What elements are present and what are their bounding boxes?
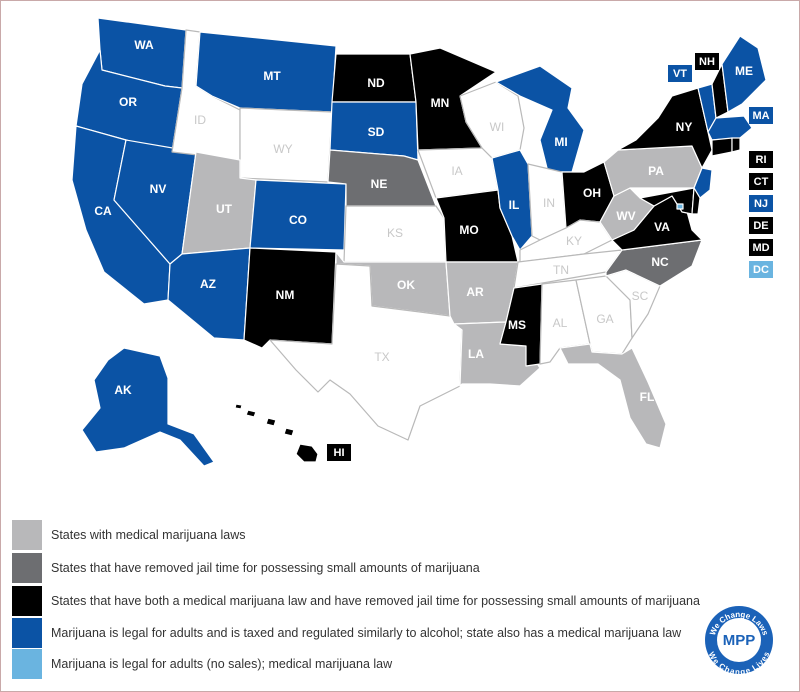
state-ri bbox=[731, 137, 741, 153]
state-label-pa: PA bbox=[648, 164, 664, 178]
state-shapes bbox=[71, 17, 767, 467]
tag-vt: VT bbox=[668, 65, 692, 82]
mpp-logo: We Change Laws We Change Lives MPP bbox=[705, 606, 773, 676]
state-label-me: ME bbox=[735, 64, 753, 78]
tag-ma: MA bbox=[749, 107, 773, 124]
state-label-wi: WI bbox=[490, 120, 505, 134]
state-label-ks: KS bbox=[387, 226, 403, 240]
state-label-tn: TN bbox=[553, 263, 569, 277]
tag-de: DE bbox=[749, 217, 773, 234]
legend-label-medical: States with medical marijuana laws bbox=[51, 528, 246, 542]
state-az bbox=[167, 247, 251, 341]
legend-item-decriminalized: States that have removed jail time for p… bbox=[12, 553, 480, 583]
us-map: WA OR CA NV ID MT WY UT CO AZ NM ND SD N… bbox=[71, 17, 773, 467]
state-label-mn: MN bbox=[431, 96, 450, 110]
legend-swatch-legal-taxed bbox=[12, 618, 42, 648]
state-label-ga: GA bbox=[596, 312, 613, 326]
state-labels: WA OR CA NV ID MT WY UT CO AZ NM ND SD N… bbox=[94, 38, 753, 404]
state-label-ky: KY bbox=[566, 234, 582, 248]
legend-item-legal-no-sales: Marijuana is legal for adults (no sales)… bbox=[12, 649, 392, 679]
state-label-co: CO bbox=[289, 213, 307, 227]
legend-swatch-legal-no-sales bbox=[12, 649, 42, 679]
legend-item-legal-taxed: Marijuana is legal for adults and is tax… bbox=[12, 618, 681, 648]
tag-ct: CT bbox=[749, 173, 773, 190]
legend-label-decriminalized: States that have removed jail time for p… bbox=[51, 561, 480, 575]
logo-monogram: MPP bbox=[723, 632, 756, 649]
state-label-ut: UT bbox=[216, 202, 233, 216]
state-label-ok: OK bbox=[397, 278, 415, 292]
state-label-il: IL bbox=[509, 198, 520, 212]
state-label-or: OR bbox=[119, 95, 137, 109]
state-label-ar: AR bbox=[466, 285, 484, 299]
svg-text:MD: MD bbox=[752, 242, 769, 254]
legend-item-both: States that have both a medical marijuan… bbox=[12, 586, 700, 616]
legend-label-legal-taxed: Marijuana is legal for adults and is tax… bbox=[51, 626, 682, 640]
state-label-nm: NM bbox=[276, 288, 295, 302]
state-label-fl: FL bbox=[640, 390, 655, 404]
state-label-ca: CA bbox=[94, 204, 112, 218]
state-label-ny: NY bbox=[676, 120, 693, 134]
state-label-sc: SC bbox=[632, 289, 649, 303]
svg-text:VT: VT bbox=[673, 68, 687, 80]
legend-swatch-both bbox=[12, 586, 42, 616]
svg-text:HI: HI bbox=[334, 447, 345, 459]
state-label-id: ID bbox=[194, 113, 206, 127]
state-tx bbox=[269, 263, 463, 441]
logo-inner-disc bbox=[717, 618, 761, 662]
svg-text:DE: DE bbox=[753, 220, 768, 232]
tag-ri: RI bbox=[749, 151, 773, 168]
state-label-va: VA bbox=[654, 220, 670, 234]
state-label-ms: MS bbox=[508, 318, 526, 332]
svg-text:RI: RI bbox=[756, 154, 767, 166]
state-label-al: AL bbox=[553, 316, 568, 330]
state-hi bbox=[234, 403, 319, 463]
callout-tags: VT NH MA RI CT NJ DE MD DC HI bbox=[327, 53, 773, 461]
state-label-nd: ND bbox=[367, 76, 385, 90]
tag-dc: DC bbox=[749, 261, 773, 278]
state-label-nv: NV bbox=[150, 182, 167, 196]
state-label-ak: AK bbox=[114, 383, 132, 397]
state-label-sd: SD bbox=[368, 125, 385, 139]
state-ma bbox=[707, 115, 753, 141]
state-fl bbox=[559, 343, 667, 449]
state-label-nc: NC bbox=[651, 255, 669, 269]
tag-nj: NJ bbox=[749, 195, 773, 212]
state-de bbox=[691, 187, 701, 215]
svg-text:DC: DC bbox=[753, 264, 769, 276]
state-label-az: AZ bbox=[200, 277, 216, 291]
tag-hi: HI bbox=[327, 444, 351, 461]
svg-text:NJ: NJ bbox=[754, 198, 768, 210]
legend-swatch-decriminalized bbox=[12, 553, 42, 583]
legend-swatch-medical bbox=[12, 520, 42, 550]
legend-label-both: States that have both a medical marijuan… bbox=[51, 594, 700, 608]
state-ct bbox=[711, 137, 733, 157]
svg-text:NH: NH bbox=[699, 56, 715, 68]
tag-nh: NH bbox=[695, 53, 719, 70]
state-nj bbox=[693, 167, 713, 199]
state-ak bbox=[81, 347, 215, 467]
state-label-wy: WY bbox=[273, 142, 292, 156]
state-label-in: IN bbox=[543, 196, 555, 210]
state-dc bbox=[676, 203, 684, 210]
state-label-mo: MO bbox=[459, 223, 478, 237]
tag-md: MD bbox=[749, 239, 773, 256]
state-label-tx: TX bbox=[374, 350, 389, 364]
legend-label-legal-no-sales: Marijuana is legal for adults (no sales)… bbox=[51, 657, 393, 671]
legend-item-medical: States with medical marijuana laws bbox=[12, 520, 246, 550]
state-label-mt: MT bbox=[263, 69, 281, 83]
state-label-ia: IA bbox=[451, 164, 462, 178]
state-label-wv: WV bbox=[616, 209, 635, 223]
state-label-la: LA bbox=[468, 347, 484, 361]
state-label-ne: NE bbox=[371, 177, 388, 191]
state-me bbox=[721, 35, 767, 113]
state-label-oh: OH bbox=[583, 186, 601, 200]
state-label-mi: MI bbox=[554, 135, 567, 149]
svg-text:MA: MA bbox=[752, 110, 769, 122]
svg-text:CT: CT bbox=[754, 176, 769, 188]
state-label-wa: WA bbox=[134, 38, 154, 52]
